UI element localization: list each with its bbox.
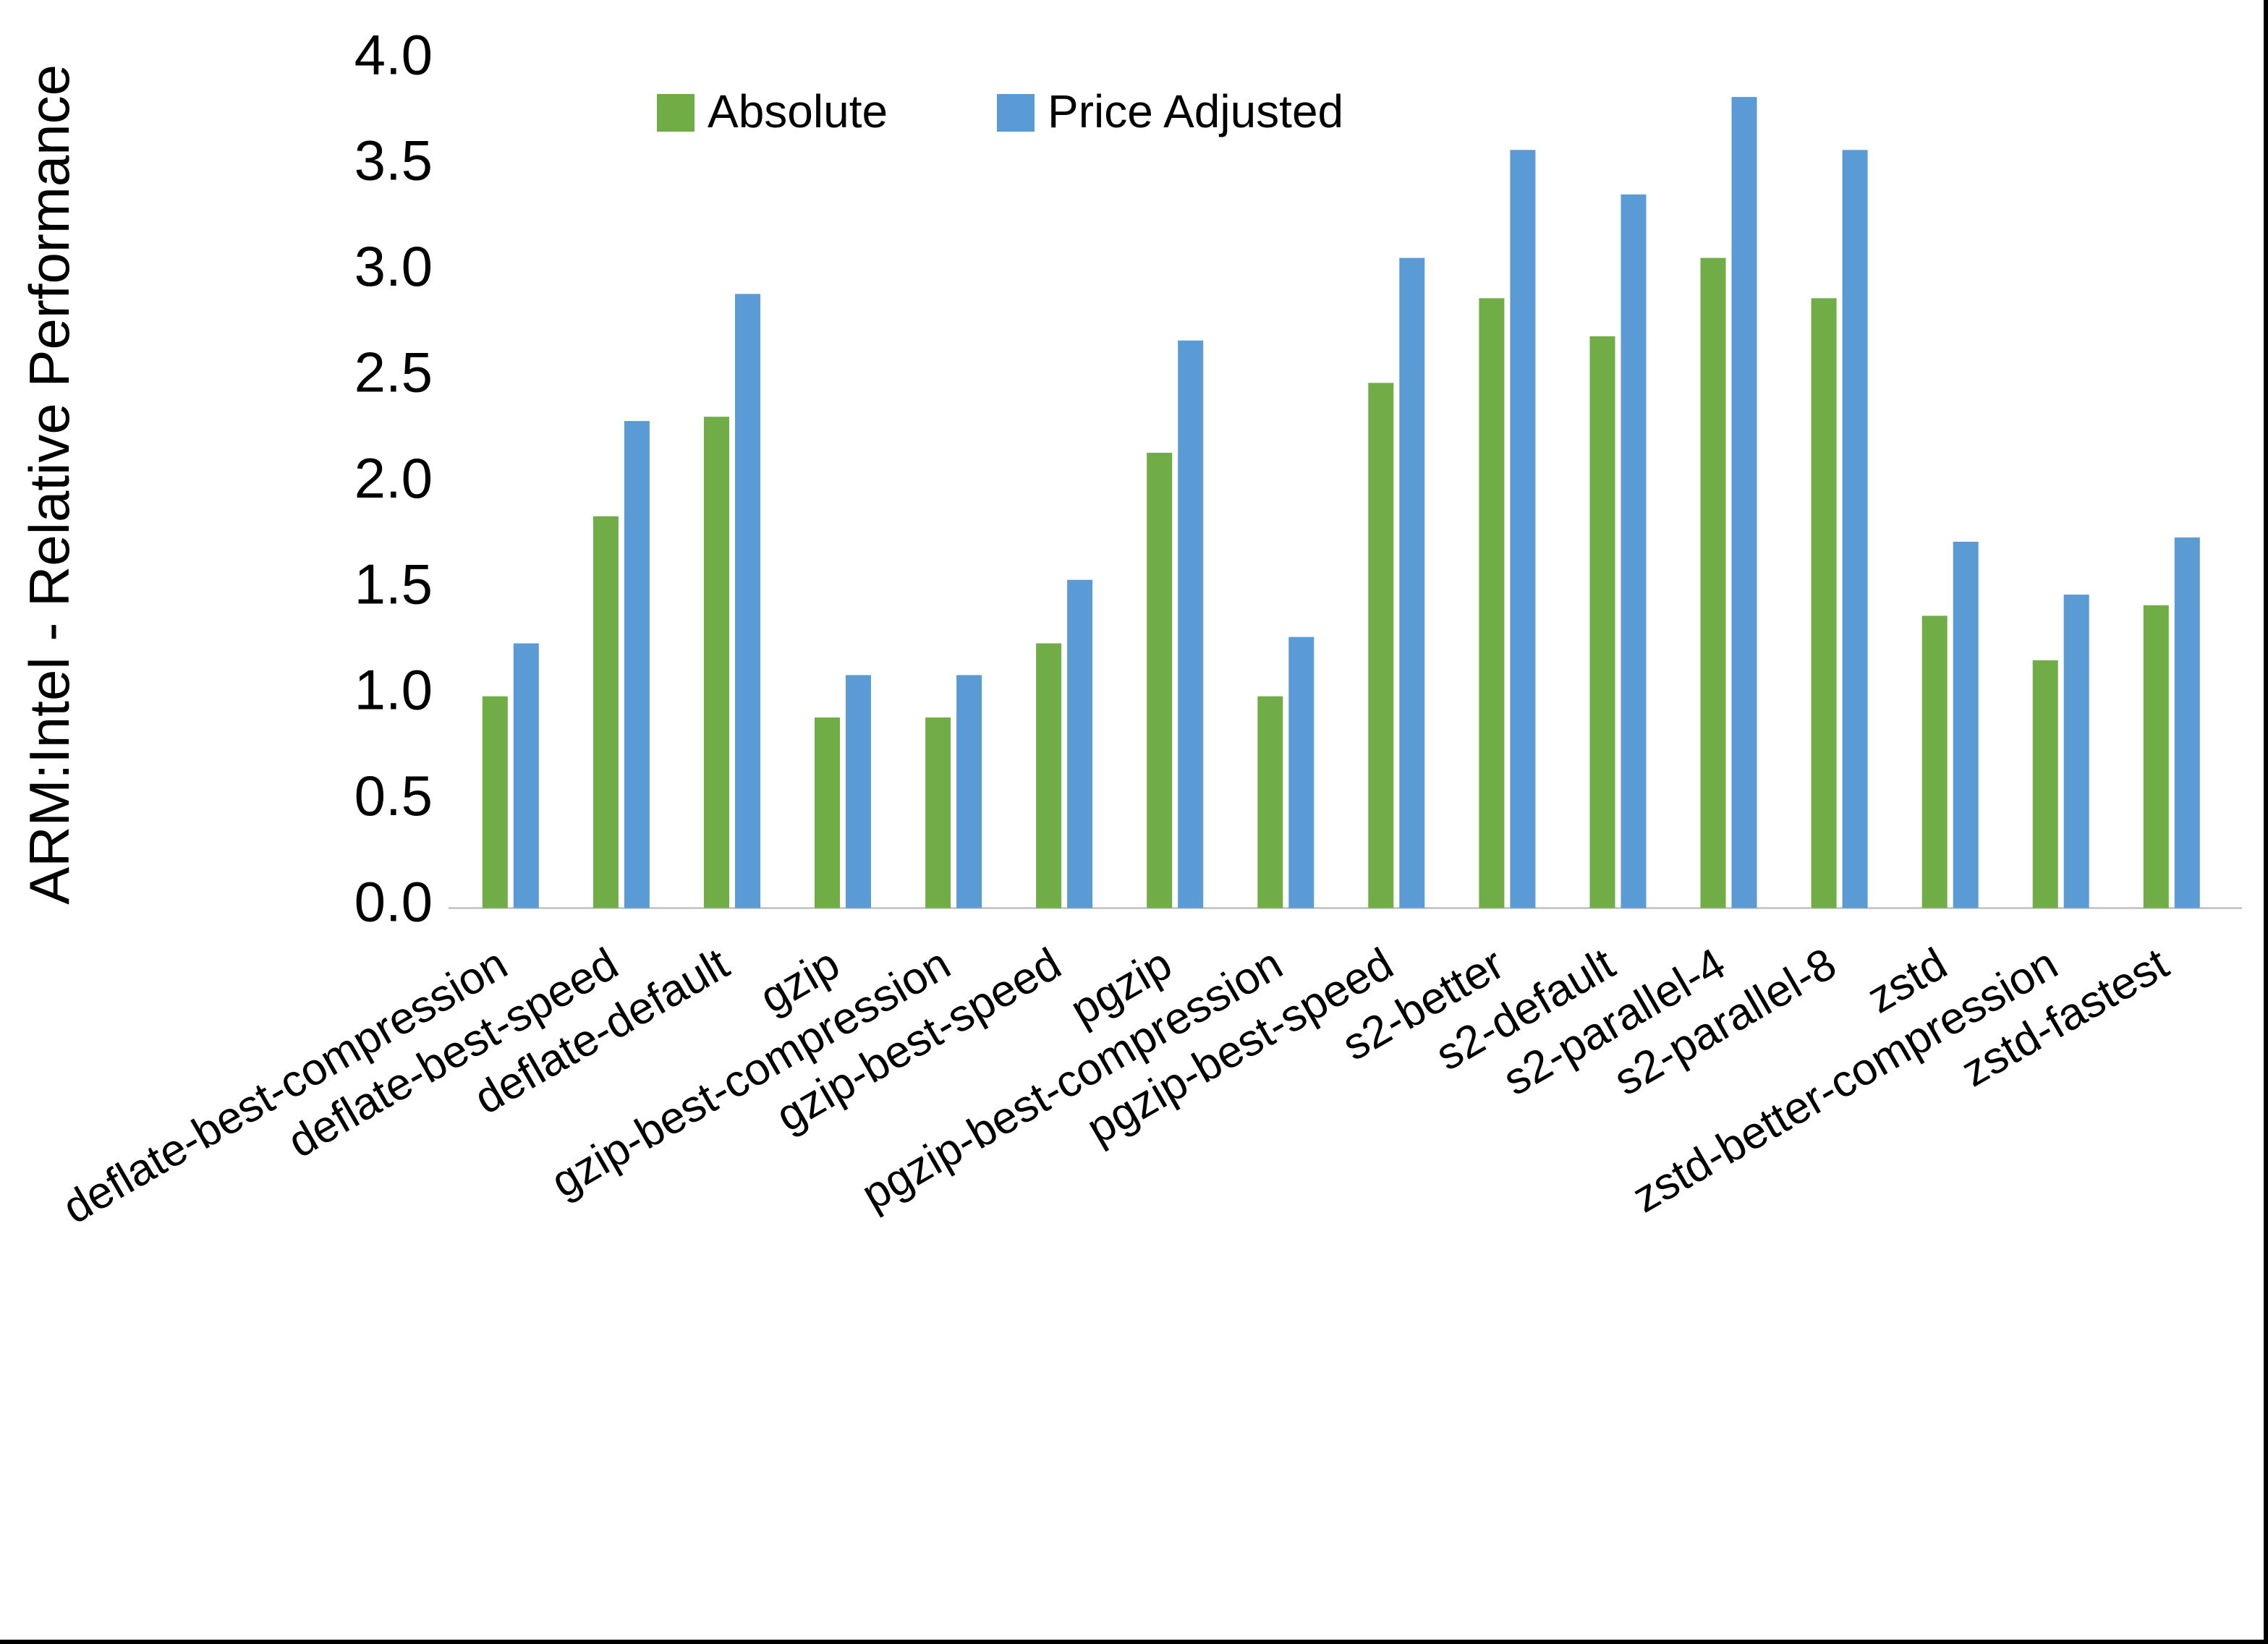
svg-text:1.5: 1.5	[354, 552, 433, 616]
svg-text:2.5: 2.5	[354, 341, 433, 404]
svg-text:3.0: 3.0	[354, 234, 433, 298]
svg-text:0.5: 0.5	[354, 764, 433, 827]
svg-text:Price Adjusted: Price Adjusted	[1048, 85, 1343, 137]
svg-text:2.0: 2.0	[354, 446, 433, 510]
svg-text:4.0: 4.0	[354, 22, 433, 86]
svg-text:0.0: 0.0	[354, 870, 433, 934]
svg-text:3.5: 3.5	[354, 129, 433, 192]
svg-text:ARM:Intel - Relative Performan: ARM:Intel - Relative Performance	[17, 64, 81, 905]
svg-text:1.0: 1.0	[354, 658, 433, 722]
svg-text:deflate-best-compression: deflate-best-compression	[54, 939, 515, 1234]
svg-text:Absolute: Absolute	[708, 85, 888, 137]
